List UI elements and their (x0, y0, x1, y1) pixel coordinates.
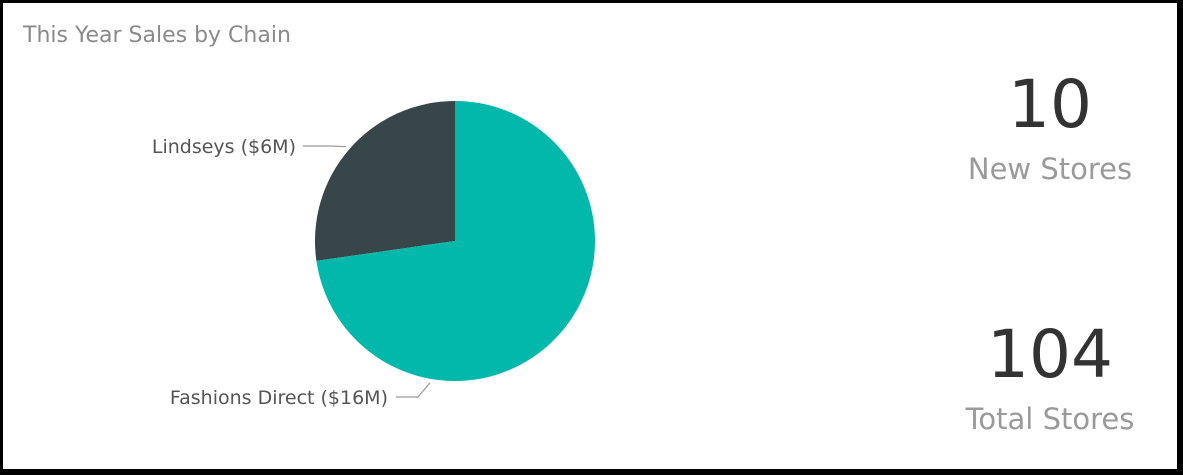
new-stores-value: 10 (1008, 66, 1092, 143)
leader-line (303, 145, 347, 148)
new-stores-label: New Stores (967, 152, 1133, 186)
total-stores-label: Total Stores (965, 402, 1135, 436)
pie-label-fashions-direct: Fashions Direct ($16M) (170, 387, 388, 409)
new-stores-card: 10 New Stores (930, 66, 1170, 187)
pie-slice-fashions-direct[interactable] (316, 101, 595, 381)
pie-label-lindseys: Lindseys ($6M) (152, 136, 296, 158)
chart-title: This Year Sales by Chain (23, 23, 291, 48)
pie-labels: Lindseys ($6M) Fashions Direct ($16M) (152, 136, 431, 409)
total-stores-value: 104 (987, 316, 1113, 393)
total-stores-card: 104 Total Stores (930, 316, 1170, 437)
pie-slices (315, 101, 595, 381)
pie-slice-lindseys[interactable] (315, 101, 455, 261)
leader-line (396, 382, 431, 398)
